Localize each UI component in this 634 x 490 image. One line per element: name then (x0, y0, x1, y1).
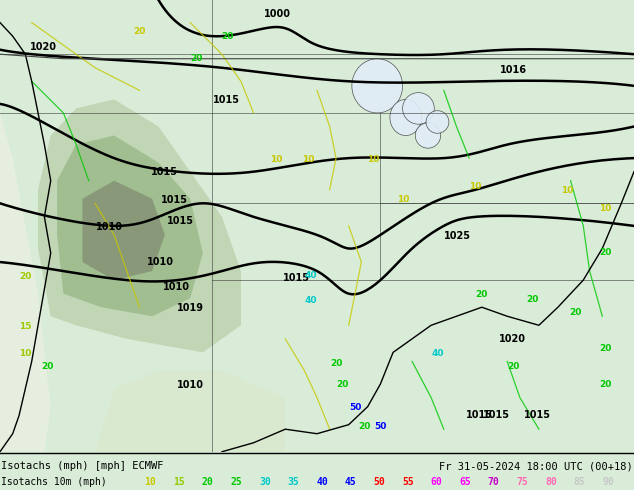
Text: Isotachs 10m (mph): Isotachs 10m (mph) (1, 477, 107, 488)
Text: 35: 35 (288, 477, 299, 488)
Text: 80: 80 (545, 477, 557, 488)
Ellipse shape (403, 93, 434, 124)
Text: 20: 20 (190, 54, 203, 63)
Text: 20: 20 (599, 344, 612, 353)
Text: 20: 20 (599, 380, 612, 390)
Text: 85: 85 (574, 477, 585, 488)
Polygon shape (57, 136, 203, 316)
Text: 1015: 1015 (283, 273, 310, 283)
Text: Fr 31-05-2024 18:00 UTC (00+18): Fr 31-05-2024 18:00 UTC (00+18) (439, 462, 633, 471)
Text: 10: 10 (302, 154, 314, 164)
Text: 10: 10 (397, 195, 410, 204)
Ellipse shape (352, 59, 403, 113)
Text: 20: 20 (330, 359, 342, 368)
Text: 1010: 1010 (177, 380, 204, 390)
Text: 15: 15 (173, 477, 185, 488)
Text: 20: 20 (133, 27, 146, 36)
Text: 20: 20 (569, 308, 582, 317)
Text: 1015: 1015 (213, 95, 240, 105)
Text: 1015: 1015 (524, 410, 551, 420)
Text: 1010: 1010 (147, 257, 174, 267)
Text: 15: 15 (19, 322, 32, 331)
Text: 1015: 1015 (161, 195, 188, 205)
Text: 10: 10 (599, 204, 612, 213)
Text: 10: 10 (269, 154, 282, 164)
Text: 10: 10 (19, 349, 32, 358)
Text: 20: 20 (476, 290, 488, 299)
Text: 40: 40 (431, 349, 444, 358)
Text: 1025: 1025 (444, 231, 471, 241)
Text: 1010: 1010 (96, 222, 123, 232)
Text: 50: 50 (349, 403, 361, 412)
Text: 50: 50 (374, 422, 387, 431)
Text: 20: 20 (507, 362, 520, 371)
Text: 10: 10 (145, 477, 157, 488)
Text: 20: 20 (19, 272, 32, 281)
Text: 1015: 1015 (483, 410, 510, 420)
Text: 20: 20 (221, 32, 233, 41)
Text: 40: 40 (304, 296, 317, 305)
Text: 40: 40 (316, 477, 328, 488)
Text: 10: 10 (366, 154, 379, 164)
Ellipse shape (426, 111, 449, 133)
Text: 1016: 1016 (500, 65, 527, 75)
Polygon shape (0, 113, 51, 452)
Text: Isotachs (mph) [mph] ECMWF: Isotachs (mph) [mph] ECMWF (1, 462, 164, 471)
Polygon shape (38, 99, 241, 352)
Text: 50: 50 (373, 477, 385, 488)
Text: 70: 70 (488, 477, 500, 488)
Text: 20: 20 (41, 362, 54, 371)
Text: 1020: 1020 (499, 334, 526, 344)
Text: 1015: 1015 (152, 167, 178, 177)
Text: 20: 20 (202, 477, 214, 488)
Text: 30: 30 (259, 477, 271, 488)
Ellipse shape (415, 123, 441, 148)
Text: 20: 20 (526, 294, 539, 304)
Text: 75: 75 (517, 477, 528, 488)
Text: 55: 55 (402, 477, 414, 488)
Text: 60: 60 (430, 477, 443, 488)
Text: 1015: 1015 (466, 410, 493, 420)
Ellipse shape (390, 99, 422, 136)
Text: 40: 40 (304, 271, 317, 280)
Text: 1019: 1019 (177, 303, 204, 313)
Text: 10: 10 (469, 182, 482, 191)
Text: 20: 20 (599, 248, 612, 258)
Text: 20: 20 (336, 380, 349, 390)
Text: 20: 20 (358, 422, 371, 431)
Text: 90: 90 (602, 477, 614, 488)
Text: 25: 25 (230, 477, 242, 488)
Text: 1020: 1020 (30, 42, 56, 52)
Text: 1000: 1000 (264, 9, 290, 20)
Polygon shape (95, 370, 285, 452)
Text: 1015: 1015 (167, 217, 194, 226)
Polygon shape (82, 181, 165, 280)
Text: 10: 10 (561, 186, 574, 195)
Text: 65: 65 (459, 477, 471, 488)
Text: 45: 45 (345, 477, 356, 488)
Text: 1010: 1010 (163, 282, 190, 292)
